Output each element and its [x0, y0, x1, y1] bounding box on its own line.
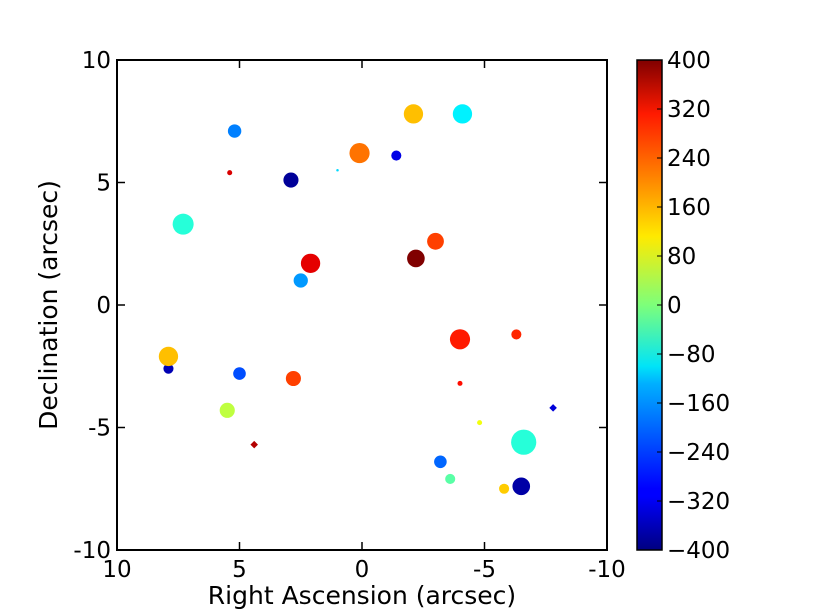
data-point-26 — [434, 455, 447, 469]
x-tick-label: -10 — [588, 557, 626, 583]
y-tick-label: 5 — [96, 171, 111, 197]
x-tick-label: 0 — [355, 557, 370, 583]
colorbar-tick-label: −160 — [667, 391, 730, 417]
data-points — [158, 104, 557, 496]
data-point-22 — [477, 420, 483, 426]
data-point-29 — [512, 477, 531, 496]
data-point-14 — [511, 329, 522, 340]
y-tick-label: -10 — [73, 538, 111, 564]
data-point-24 — [250, 440, 258, 449]
colorbar-tick-label: 400 — [667, 48, 711, 74]
colorbar-tick-label: 320 — [667, 97, 711, 123]
data-point-18 — [233, 367, 246, 380]
data-point-1 — [227, 124, 242, 138]
y-tick-label: 0 — [96, 293, 111, 319]
data-point-21 — [219, 402, 235, 418]
data-point-23 — [549, 404, 557, 412]
data-point-20 — [457, 380, 463, 386]
data-point-8 — [336, 168, 339, 172]
data-point-10 — [427, 232, 444, 250]
data-point-19 — [285, 370, 301, 387]
data-point-11 — [407, 249, 425, 268]
data-point-28 — [499, 483, 510, 494]
x-tick-label: -5 — [473, 557, 496, 583]
data-point-17 — [158, 346, 179, 367]
colorbar-tick-label: −80 — [667, 342, 716, 368]
data-point-7 — [283, 172, 299, 188]
x-tick-label: 5 — [232, 557, 247, 583]
data-point-25 — [511, 429, 537, 455]
data-point-9 — [172, 213, 194, 235]
x-tick-label: 10 — [102, 557, 131, 583]
colorbar-tick-label: 160 — [667, 195, 711, 221]
data-point-12 — [300, 253, 321, 274]
data-point-2 — [403, 104, 424, 124]
x-axis: 10 5 0 -5 -10 — [102, 60, 626, 583]
data-point-4 — [349, 143, 370, 164]
y-axis-label: Declination (arcsec) — [34, 180, 63, 430]
data-point-16 — [163, 363, 174, 374]
colorbar-tick-label: 0 — [667, 293, 682, 319]
colorbar-ticks: 400 320 240 160 80 0 −80 −160 −240 −320 −400 — [657, 48, 730, 564]
data-point-15 — [449, 329, 471, 350]
y-axis: -10 -5 0 5 10 — [73, 48, 607, 564]
data-point-3 — [452, 104, 473, 124]
x-axis-label: Right Ascension (arcsec) — [208, 581, 516, 610]
colorbar-tick-label: −320 — [667, 489, 730, 515]
colorbar-tick-label: −400 — [667, 538, 730, 564]
data-point-5 — [391, 150, 402, 161]
plot-frame — [116, 59, 608, 551]
data-point-13 — [293, 273, 308, 288]
y-tick-label: 10 — [82, 48, 111, 74]
colorbar-tick-label: 240 — [667, 146, 711, 172]
colorbar-tick-label: −240 — [667, 440, 730, 466]
data-point-27 — [445, 473, 456, 484]
y-tick-label: -5 — [88, 416, 111, 442]
colorbar-tick-label: 80 — [667, 244, 696, 270]
data-point-6 — [227, 170, 233, 176]
